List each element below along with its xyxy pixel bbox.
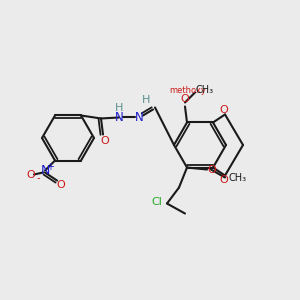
Text: N: N (115, 111, 123, 124)
Text: Cl: Cl (152, 196, 162, 206)
Text: H: H (115, 103, 123, 113)
Text: methoxy: methoxy (169, 86, 206, 95)
Text: CH₃: CH₃ (229, 172, 247, 182)
Text: O: O (181, 94, 189, 104)
Text: O: O (27, 169, 35, 179)
Text: O: O (220, 106, 228, 116)
Text: N: N (40, 164, 50, 177)
Text: O: O (57, 179, 65, 190)
Text: +: + (46, 161, 54, 172)
Text: CH₃: CH₃ (196, 85, 214, 95)
Text: -: - (36, 173, 40, 184)
Text: H: H (142, 95, 150, 106)
Text: O: O (220, 175, 228, 184)
Text: O: O (100, 136, 109, 146)
Text: O: O (208, 164, 216, 175)
Text: N: N (135, 111, 143, 124)
